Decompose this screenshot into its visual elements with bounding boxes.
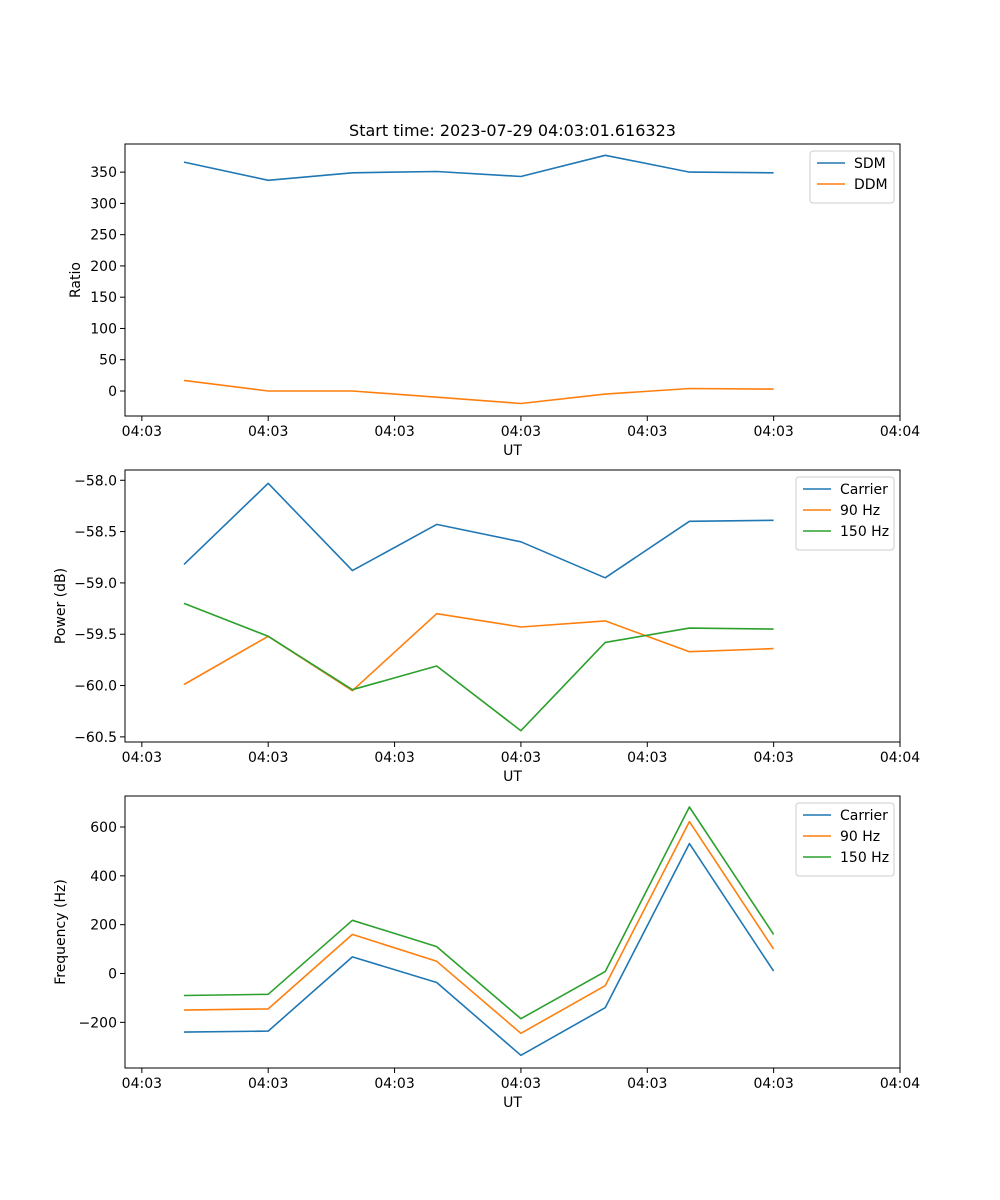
legend: SDM DDM (809, 150, 895, 204)
x-tick-label: 04:03 (627, 1076, 667, 1092)
x-tick-label: 04:03 (501, 424, 541, 440)
legend-label: 90 Hz (840, 503, 880, 519)
subplot-1: 04:03 04:03 04:03 04:03 04:03 04:03 04:04 0 50 10… (68, 121, 920, 459)
x-tick-label: 04:03 (374, 424, 414, 440)
y-tick-label: 600 (90, 820, 117, 836)
x-axis-label: UT (503, 1095, 522, 1111)
y-tick-label: −60.0 (74, 679, 117, 695)
y-tick-label: 100 (90, 321, 117, 337)
y-axis-label: Power (dB) (53, 568, 69, 644)
legend-label: 150 Hz (840, 524, 889, 540)
x-tick-label: 04:03 (753, 750, 793, 766)
y-tick-label: 150 (90, 290, 117, 306)
y-tick-label: 200 (90, 918, 117, 934)
x-tick-label: 04:03 (627, 750, 667, 766)
series-line-90-hz (183, 820, 775, 1035)
x-tick-label: 04:03 (753, 424, 793, 440)
legend: Carrier 90 Hz 150 Hz (795, 476, 895, 551)
axes-frame (124, 143, 901, 417)
y-tick-label: 250 (90, 228, 117, 244)
legend-label: DDM (854, 177, 888, 193)
y-tick-label: −58.0 (74, 473, 117, 489)
x-tick-label: 04:03 (122, 424, 162, 440)
chart-title: Start time: 2023-07-29 04:03:01.616323 (349, 121, 676, 140)
legend-label: Carrier (840, 808, 888, 824)
axes-frame (124, 469, 901, 743)
y-tick-label: 0 (108, 967, 117, 983)
x-tick-label: 04:03 (501, 1076, 541, 1092)
x-tick-label: 04:03 (248, 750, 288, 766)
y-tick-label: 300 (90, 196, 117, 212)
y-tick-label: −59.0 (74, 576, 117, 592)
y-axis-label: Frequency (Hz) (53, 879, 69, 985)
y-tick-label: −58.5 (74, 525, 117, 541)
series-line-ddm (183, 379, 774, 405)
y-tick-label: 0 (108, 384, 117, 400)
x-tick-label: 04:03 (248, 424, 288, 440)
series-line-carrier (183, 842, 775, 1057)
x-tick-label: 04:03 (248, 1076, 288, 1092)
legend-label: SDM (854, 156, 886, 172)
x-tick-label: 04:03 (122, 750, 162, 766)
x-tick-label: 04:03 (753, 1076, 793, 1092)
y-tick-label: 200 (90, 259, 117, 275)
y-tick-label: 400 (90, 869, 117, 885)
y-tick-label: 350 (90, 165, 117, 181)
y-tick-label: 50 (99, 353, 117, 369)
x-tick-label: 04:04 (880, 750, 920, 766)
x-axis-label: UT (503, 769, 522, 785)
legend-label: Carrier (840, 482, 888, 498)
legend: Carrier 90 Hz 150 Hz (795, 802, 895, 877)
x-tick-label: 04:04 (880, 1076, 920, 1092)
series-line-150-hz (183, 806, 775, 1020)
y-tick-label: −200 (79, 1015, 117, 1031)
y-axis-label: Ratio (68, 262, 84, 298)
y-tick-label: −59.5 (74, 627, 117, 643)
series-line-sdm (183, 154, 774, 182)
series-line-90-hz (183, 612, 774, 692)
series-line-carrier (183, 482, 774, 579)
x-tick-label: 04:03 (501, 750, 541, 766)
x-tick-label: 04:03 (122, 1076, 162, 1092)
series-line-150-hz (183, 602, 774, 732)
y-tick-label: −60.5 (74, 730, 117, 746)
legend-label: 150 Hz (840, 850, 889, 866)
x-tick-label: 04:04 (880, 424, 920, 440)
x-tick-label: 04:03 (627, 424, 667, 440)
axes-frame (124, 795, 901, 1069)
subplot-2: 04:03 04:03 04:03 04:03 04:03 04:03 04:04 −60.5… (53, 469, 920, 785)
x-axis-label: UT (503, 443, 522, 459)
legend-box (809, 150, 895, 204)
x-tick-label: 04:03 (374, 1076, 414, 1092)
subplot-3: 04:03 04:03 04:03 04:03 04:03 04:03 04:04 −200 0… (53, 795, 920, 1111)
legend-label: 90 Hz (840, 829, 880, 845)
x-tick-label: 04:03 (374, 750, 414, 766)
